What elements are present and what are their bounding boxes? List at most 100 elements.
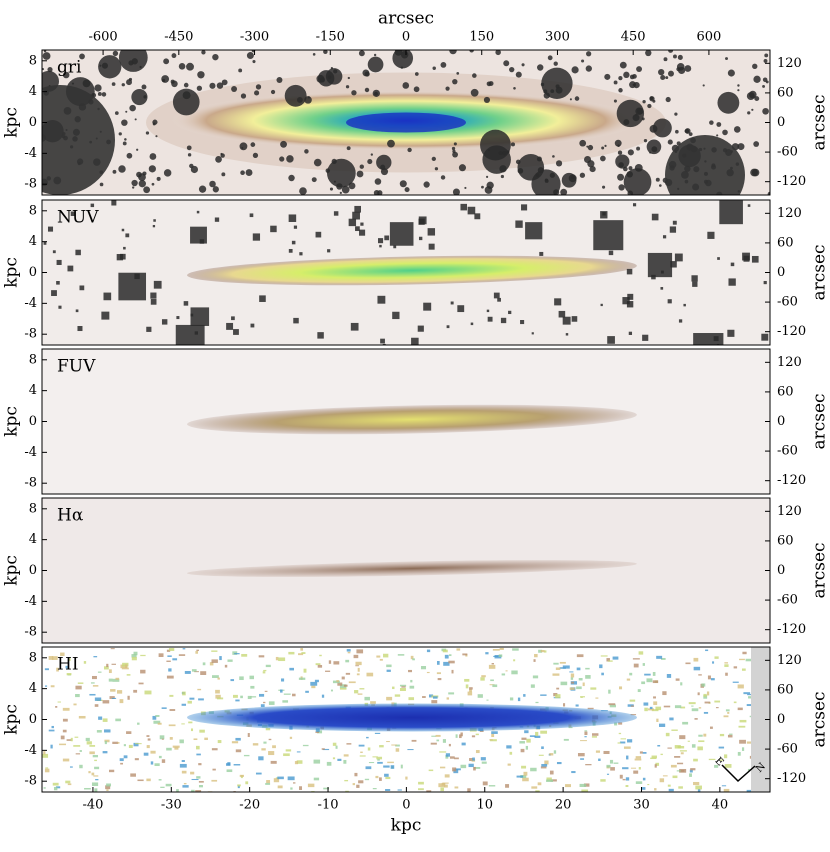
star-mask — [585, 65, 592, 72]
star-mask — [196, 210, 200, 214]
speckle — [648, 708, 655, 711]
speckle — [358, 744, 365, 747]
speckle — [625, 777, 630, 781]
speckle — [442, 739, 446, 743]
star-mask — [684, 65, 692, 72]
speckle — [50, 744, 53, 749]
speckle — [161, 759, 166, 763]
speckle — [629, 699, 636, 702]
star-mask — [457, 305, 465, 313]
y2-tick-label: -60 — [777, 742, 798, 757]
speckle — [570, 673, 575, 678]
speckle — [158, 755, 162, 759]
star-mask — [472, 73, 477, 78]
star-mask — [341, 185, 350, 194]
star-mask — [245, 169, 253, 177]
speckle — [89, 745, 96, 747]
speckle — [109, 769, 115, 773]
speckle — [365, 766, 372, 770]
speckle — [158, 779, 162, 781]
speckle — [543, 650, 547, 653]
star-mask — [183, 301, 189, 306]
speckle — [106, 663, 109, 668]
speckle — [56, 667, 59, 672]
star-mask — [317, 332, 324, 339]
speckle — [583, 783, 590, 787]
star-mask — [126, 79, 132, 86]
speckle — [600, 655, 608, 657]
speckle — [499, 647, 504, 650]
speckle — [182, 648, 186, 650]
star-mask — [350, 322, 359, 331]
star-mask — [636, 146, 641, 151]
star-mask — [75, 309, 79, 313]
speckle — [544, 760, 549, 765]
star-mask — [725, 57, 729, 61]
speckle — [335, 745, 338, 749]
speckle — [265, 727, 271, 731]
speckle — [747, 693, 752, 696]
speckle — [537, 782, 542, 786]
star-mask — [293, 317, 299, 324]
y2-tick-label: -120 — [777, 622, 806, 637]
y-tick-label: 4 — [29, 234, 37, 249]
speckle — [176, 789, 179, 792]
star-mask — [198, 185, 207, 193]
panel-image — [42, 647, 770, 792]
speckle — [43, 751, 46, 755]
speckle — [197, 688, 202, 691]
star-mask — [246, 52, 254, 60]
speckle — [737, 684, 744, 689]
speckle — [387, 761, 394, 764]
speckle — [638, 767, 641, 770]
speckle — [104, 740, 107, 745]
star-mask — [553, 61, 558, 66]
star-mask — [763, 280, 767, 285]
y2-tick-label: 120 — [777, 504, 802, 519]
speckle — [172, 745, 180, 748]
speckle — [746, 704, 753, 707]
speckle — [533, 659, 536, 662]
speckle — [727, 711, 730, 714]
star-mask — [623, 168, 652, 195]
speckle — [480, 677, 485, 681]
y-tick-label: 0 — [29, 414, 37, 429]
star-mask — [537, 64, 544, 71]
speckle — [285, 749, 292, 752]
star-mask — [547, 55, 553, 61]
star-mask — [121, 119, 128, 126]
star-mask — [280, 140, 287, 148]
star-mask — [370, 153, 373, 156]
star-mask — [670, 261, 677, 268]
speckle — [357, 667, 360, 672]
speckle — [181, 760, 185, 763]
speckle — [627, 704, 634, 707]
y-tick-label: -8 — [24, 327, 37, 342]
star-mask — [379, 244, 382, 248]
star-mask — [348, 218, 357, 227]
speckle — [560, 681, 568, 686]
y2-axis-label: arcsec — [810, 393, 830, 449]
speckle — [92, 685, 99, 687]
speckle — [707, 675, 711, 680]
panel-label: FUV — [57, 357, 96, 377]
speckle — [644, 673, 651, 676]
speckle — [140, 654, 146, 657]
speckle — [687, 740, 690, 742]
speckle — [315, 663, 321, 666]
star-mask — [121, 228, 125, 232]
x2-tick-label: 300 — [545, 30, 570, 45]
speckle — [159, 735, 165, 740]
star-mask — [75, 249, 81, 256]
speckle — [488, 785, 496, 787]
speckle — [719, 733, 725, 737]
x-tick-label: 10 — [476, 798, 493, 813]
speckle — [473, 767, 481, 769]
speckle — [397, 789, 402, 791]
speckle — [530, 767, 537, 772]
speckle — [639, 751, 643, 754]
y2-tick-label: 60 — [777, 85, 794, 100]
speckle — [657, 744, 661, 747]
speckle — [443, 661, 450, 666]
